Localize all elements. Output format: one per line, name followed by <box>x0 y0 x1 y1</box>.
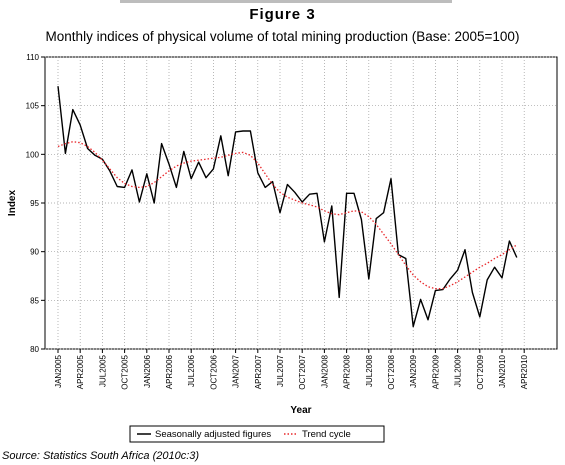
x-tick-label: OCT2008 <box>387 354 396 389</box>
legend-label-trend: Trend cycle <box>302 429 351 440</box>
series-line-seasonally-adjusted <box>57 86 518 328</box>
y-axis-title: Index <box>7 190 18 217</box>
x-axis: JAN2005 APR2005 JUL2005 OCT2005 JAN2006 APR20… <box>54 349 529 390</box>
x-tick-label: JUL2005 <box>98 354 107 387</box>
x-tick-label: JUL2008 <box>365 354 374 387</box>
legend-label-seasonal: Seasonally adjusted figures <box>155 429 271 440</box>
x-tick-label: JAN2006 <box>143 354 152 387</box>
x-tick-label: OCT2006 <box>209 354 218 389</box>
top-rule <box>120 0 452 3</box>
x-tick-label: JAN2010 <box>498 354 507 387</box>
y-tick-label: 85 <box>30 296 39 305</box>
figure-label: Figure 3 <box>249 6 316 23</box>
x-tick-label: JAN2007 <box>232 354 241 387</box>
y-tick-label: 80 <box>30 345 39 354</box>
y-tick-label: 90 <box>30 248 39 257</box>
x-tick-label: JUL2007 <box>276 354 285 387</box>
x-axis-title: Year <box>290 405 311 416</box>
chart-title: Monthly indices of physical volume of to… <box>45 29 520 44</box>
x-tick-label: OCT2009 <box>476 354 485 389</box>
x-tick-label: APR2005 <box>76 354 85 389</box>
source-note: Source: Statistics South Africa (2010c:3… <box>2 450 200 462</box>
x-tick-label: APR2009 <box>431 354 440 389</box>
legend: Seasonally adjusted figures Trend cycle <box>129 425 385 443</box>
y-tick-label: 110 <box>26 53 39 62</box>
y-tick-label: 100 <box>26 150 40 159</box>
x-tick-label: APR2006 <box>165 354 174 389</box>
x-tick-label: JAN2005 <box>54 354 63 387</box>
x-tick-label: APR2008 <box>343 354 352 389</box>
x-tick-label: APR2007 <box>254 354 263 389</box>
x-tick-label: OCT2005 <box>121 354 130 389</box>
x-tick-label: OCT2007 <box>298 354 307 389</box>
x-tick-label: APR2010 <box>520 354 529 389</box>
series-layer <box>57 86 518 328</box>
legend-box <box>129 425 385 443</box>
x-tick-label: JAN2008 <box>320 354 329 387</box>
y-tick-label: 95 <box>30 199 39 208</box>
x-tick-label: JAN2009 <box>409 354 418 387</box>
y-axis: 80 85 90 95 100 105 110 <box>26 53 45 354</box>
grid <box>45 56 557 350</box>
y-tick-label: 105 <box>26 102 40 111</box>
x-tick-label: JUL2006 <box>187 354 196 387</box>
x-tick-label: JUL2009 <box>454 354 463 387</box>
